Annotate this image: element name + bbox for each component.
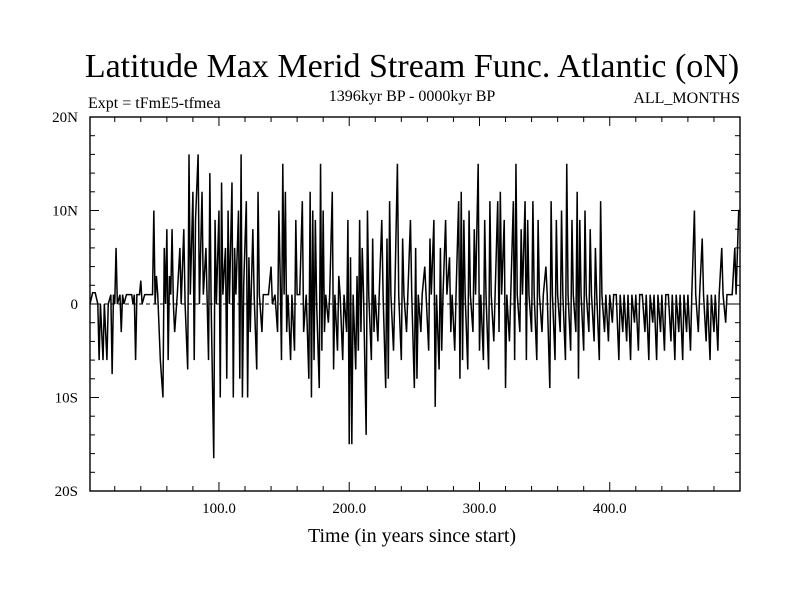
time-range-label: 1396kyr BP - 0000kyr BP — [329, 88, 496, 105]
plot-frame — [89, 116, 741, 492]
x-tick-label: 200.0 — [332, 501, 366, 517]
y-tick-label: 10N — [52, 204, 78, 220]
months-label: ALL_MONTHS — [633, 90, 740, 107]
y-tick-label: 20S — [55, 484, 78, 500]
y-tick-label: 20N — [52, 110, 78, 126]
x-tick-label: 400.0 — [593, 501, 627, 517]
x-tick-label: 300.0 — [463, 501, 497, 517]
y-tick-label: 0 — [71, 297, 79, 313]
chart-title: Latitude Max Merid Stream Func. Atlantic… — [85, 48, 739, 85]
x-axis-label: Time (in years since start) — [308, 525, 516, 547]
experiment-label: Expt = tFmE5-tfmea — [88, 95, 221, 112]
y-tick-label: 10S — [55, 391, 78, 407]
data-series-line — [89, 154, 740, 459]
x-tick-label: 100.0 — [202, 501, 236, 517]
plot-area: 100.0 200.0 300.0 400.0 20N 10N 0 10S 20S — [52, 110, 740, 517]
